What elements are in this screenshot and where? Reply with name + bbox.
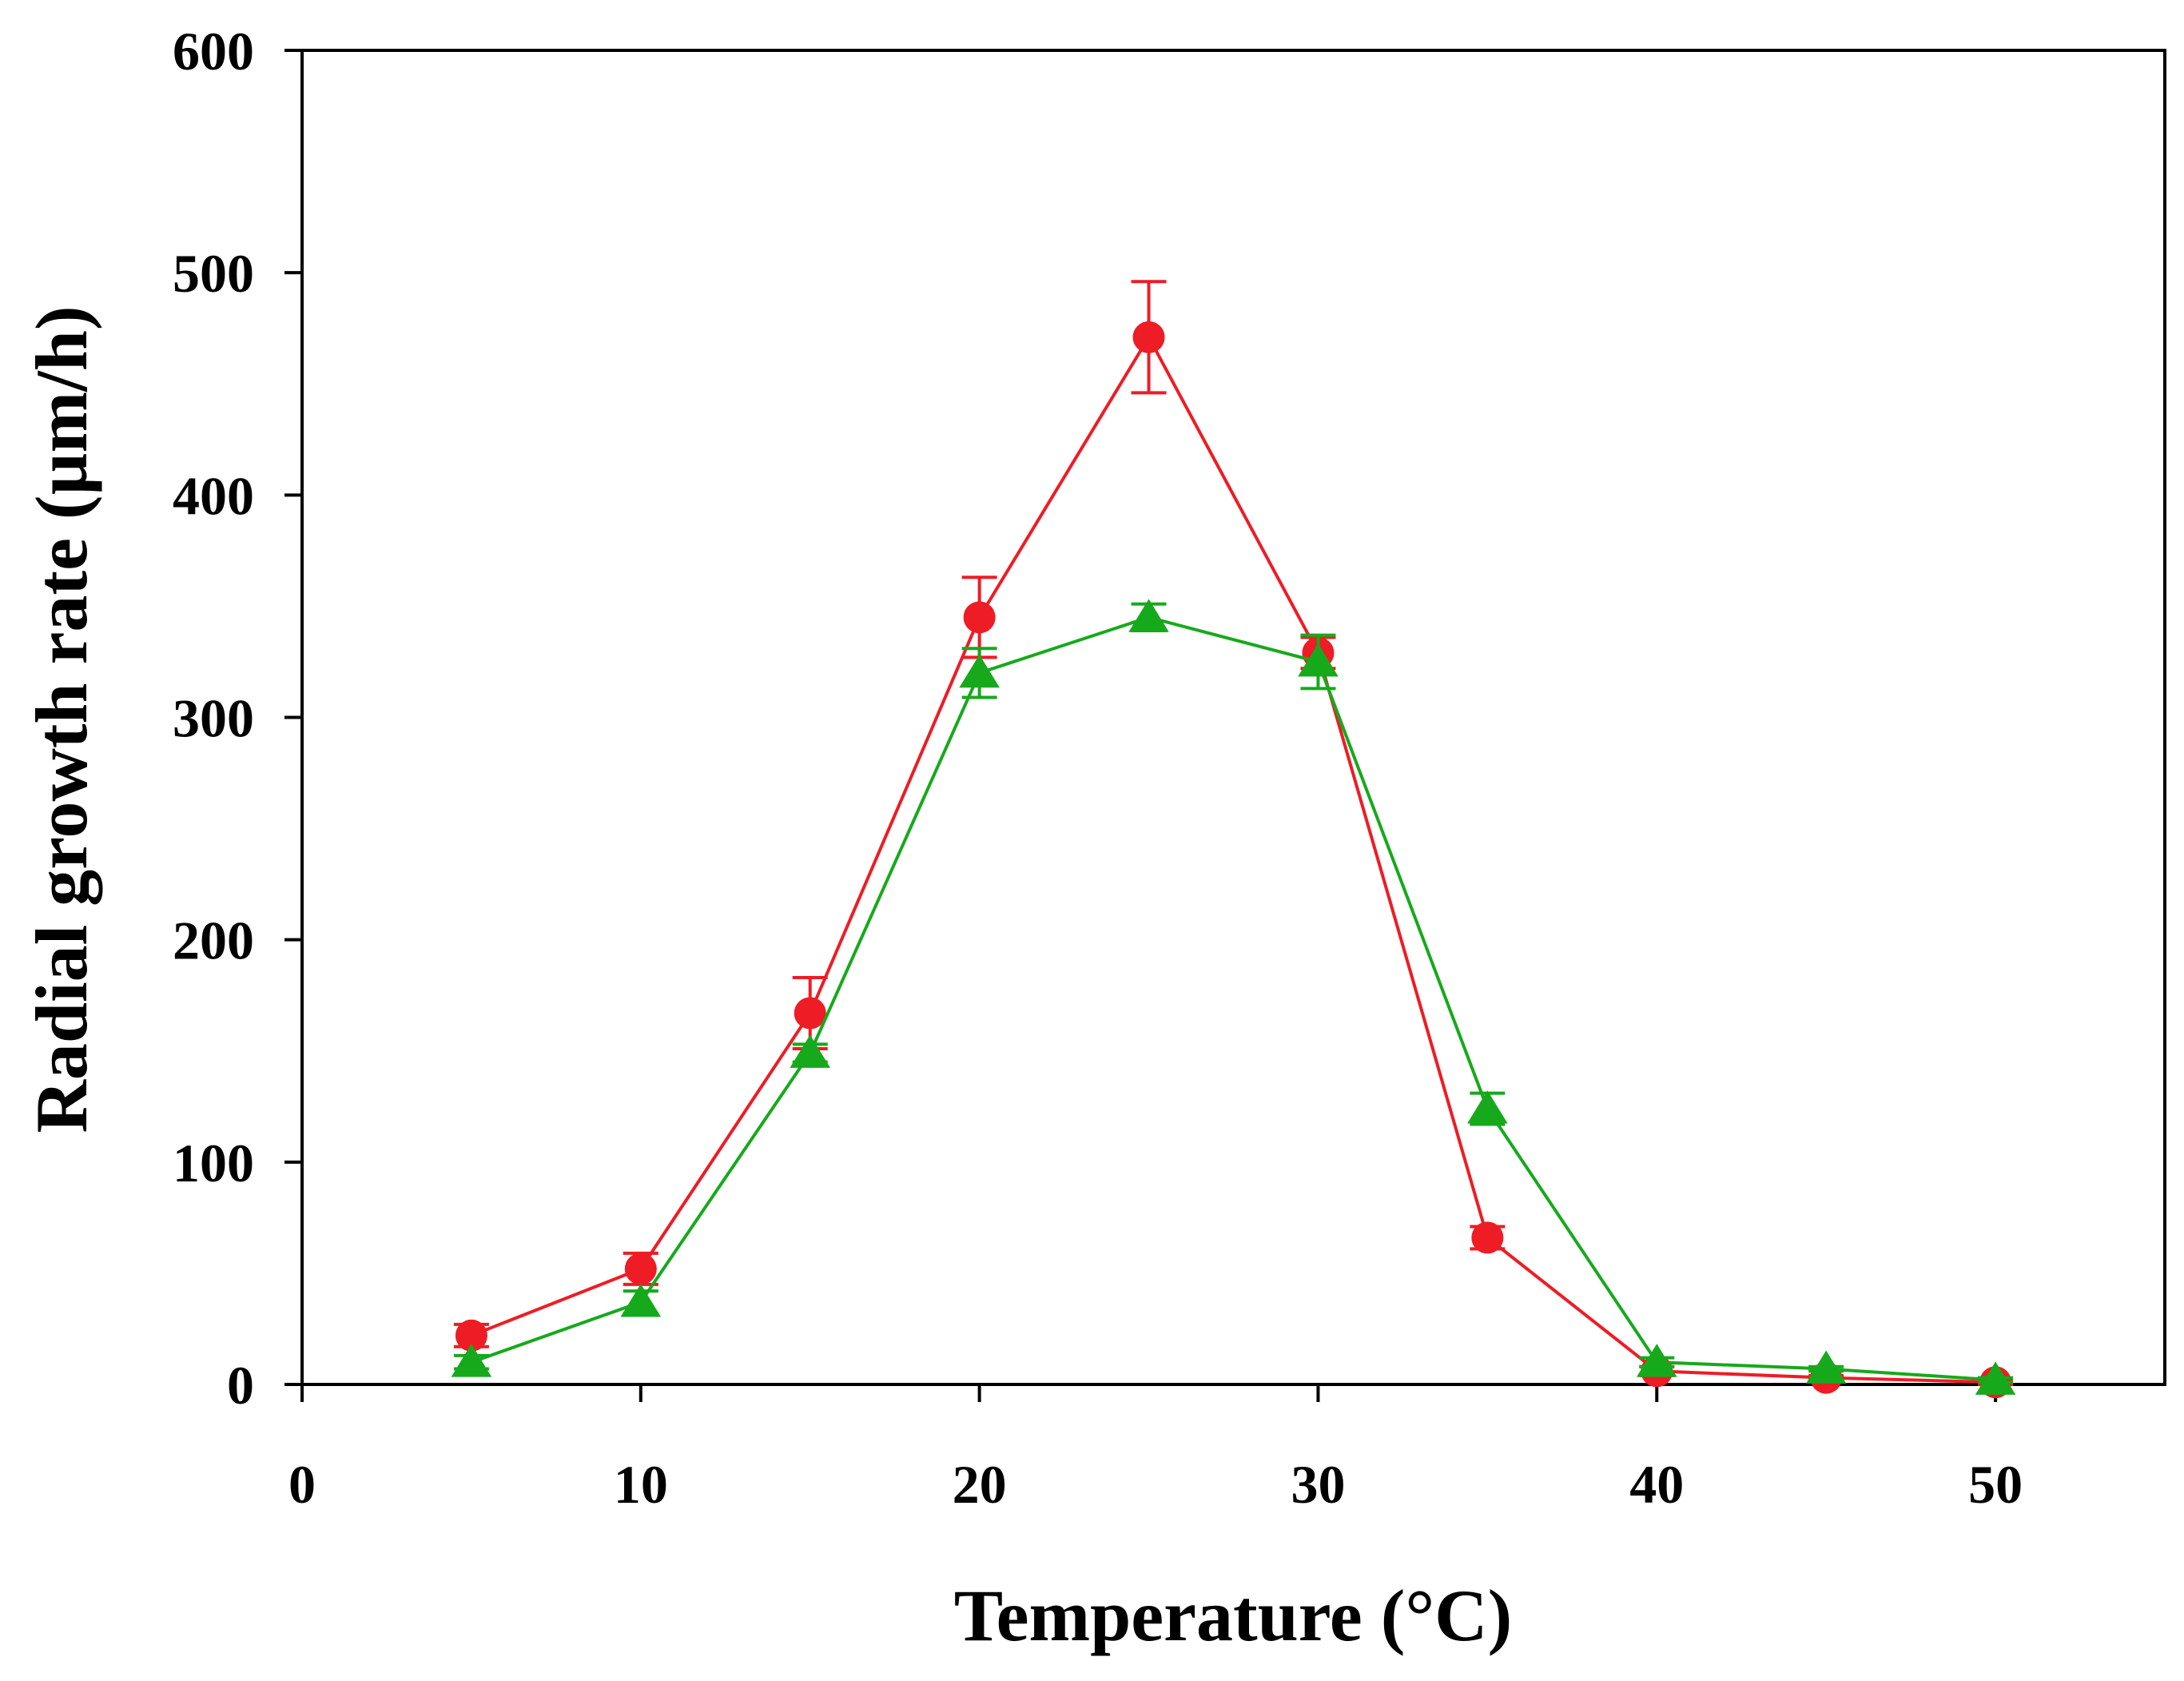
data-point <box>1467 1090 1508 1124</box>
y-tick-label: 100 <box>173 1133 254 1193</box>
series-line <box>471 333 1996 1384</box>
data-point <box>1132 321 1165 353</box>
x-tick-label: 0 <box>288 1454 316 1515</box>
y-tick-label: 200 <box>173 910 254 971</box>
data-point <box>1471 1221 1504 1254</box>
plot-frame <box>300 49 2166 1386</box>
series-layer <box>451 280 2016 1399</box>
x-tick-label: 20 <box>953 1454 1007 1515</box>
y-tick-label: 400 <box>173 465 254 526</box>
data-point <box>455 1319 487 1352</box>
data-point <box>959 654 1000 688</box>
y-tick-label: 500 <box>173 243 254 304</box>
y-tick-label: 600 <box>173 21 254 82</box>
x-tick-label: 10 <box>614 1454 668 1515</box>
series-line <box>471 615 1996 1382</box>
axis-ticks <box>284 49 1998 1402</box>
series-2 <box>451 599 2016 1395</box>
data-point <box>794 997 826 1030</box>
y-axis-title: Radial growth rate (µm/h) <box>21 305 102 1133</box>
x-axis-title: Temperature (°C) <box>954 1575 1513 1656</box>
data-point <box>1975 1361 2016 1395</box>
data-point <box>1805 1350 1847 1384</box>
x-tick-label: 30 <box>1291 1454 1345 1515</box>
data-point <box>624 1253 657 1285</box>
data-point <box>1128 599 1169 632</box>
data-point <box>620 1284 662 1317</box>
y-tick-label: 0 <box>227 1355 254 1416</box>
data-point <box>790 1034 831 1068</box>
x-tick-label: 40 <box>1629 1454 1684 1515</box>
data-point <box>451 1344 492 1377</box>
y-tick-label: 300 <box>173 688 254 749</box>
data-point <box>963 601 996 634</box>
data-point <box>1636 1344 1677 1377</box>
x-tick-label: 50 <box>1968 1454 2023 1515</box>
data-point <box>1298 643 1339 677</box>
